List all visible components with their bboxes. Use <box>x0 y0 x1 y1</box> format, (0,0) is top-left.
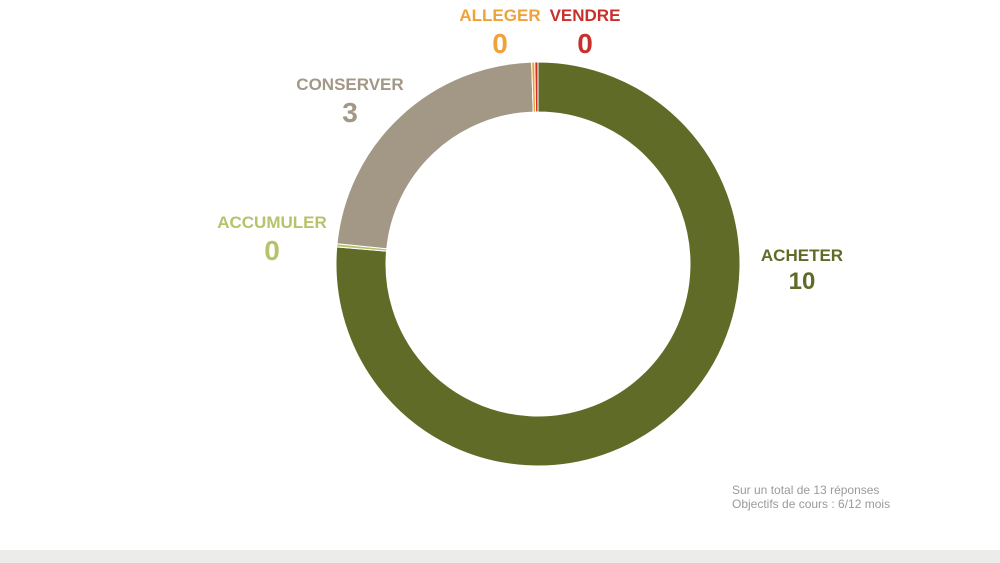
footnote: Sur un total de 13 réponses Objectifs de… <box>732 483 890 511</box>
label-accumuler-value: 0 <box>264 235 280 266</box>
label-vendre-name: VENDRE <box>549 6 621 25</box>
label-alleger-name: ALLEGER <box>459 6 541 25</box>
label-vendre-value: 0 <box>577 28 593 59</box>
label-acheter-name: ACHETER <box>760 246 844 265</box>
label-conserver-value: 3 <box>342 97 358 128</box>
slice-acheter <box>335 61 741 467</box>
label-accumuler-name: ACCUMULER <box>217 213 327 232</box>
label-conserver-name: CONSERVER <box>296 75 404 94</box>
label-vendre: VENDRE 0 <box>542 7 628 58</box>
label-accumuler: ACCUMULER 0 <box>208 214 336 265</box>
label-acheter: ACHETER 10 <box>740 247 864 294</box>
label-alleger: ALLEGER 0 <box>452 7 548 58</box>
label-acheter-value: 10 <box>788 268 816 295</box>
slice-vendre <box>534 61 539 113</box>
label-conserver: CONSERVER 3 <box>285 76 415 127</box>
bottom-bar <box>0 550 1000 563</box>
footnote-total: Sur un total de 13 réponses <box>732 483 880 497</box>
label-alleger-value: 0 <box>492 28 508 59</box>
footnote-objectives: Objectifs de cours : 6/12 mois <box>732 497 891 511</box>
